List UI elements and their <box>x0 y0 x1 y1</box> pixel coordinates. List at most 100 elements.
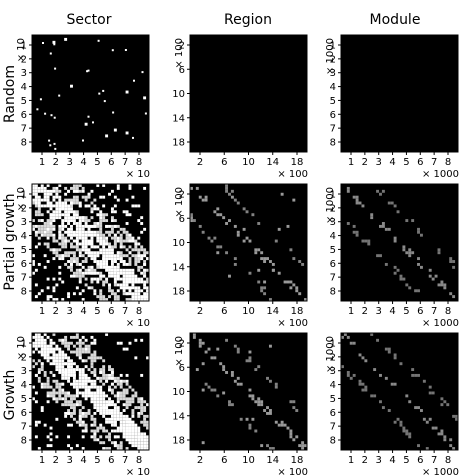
heatmap-diagonal-cell <box>43 382 47 386</box>
heatmap-frame <box>340 34 459 153</box>
heatmap-diagonal-cell <box>137 426 141 430</box>
x-axis-multiplier: × 100 <box>277 467 308 475</box>
heatmap-diagonal-cell <box>137 429 141 433</box>
heatmap-diagonal-cell <box>46 233 50 237</box>
heatmap-diagonal-cell <box>49 233 53 237</box>
heatmap-diagonal-cell <box>110 257 114 261</box>
heatmap-diagonal-cell <box>143 447 147 450</box>
heatmap-cell <box>119 373 123 377</box>
heatmap-cell <box>78 338 82 342</box>
y-tick-label: 10 <box>172 387 185 398</box>
heatmap-diagonal-cell <box>55 207 59 211</box>
heatmap-diagonal-cell <box>75 227 79 231</box>
heatmap-diagonal-cell <box>37 359 41 363</box>
heatmap-diagonal-cell <box>75 213 79 217</box>
heatmap-point <box>103 100 106 103</box>
heatmap-diagonal-cell <box>125 280 129 284</box>
heatmap-diagonal-cell <box>90 286 94 290</box>
heatmap-diagonal-cell <box>81 385 85 389</box>
heatmap-diagonal-cell <box>64 341 68 345</box>
heatmap-cells <box>190 184 307 301</box>
heatmap-diagonal-cell <box>90 201 94 205</box>
heatmap-diagonal-cell <box>125 230 129 234</box>
heatmap-diagonal-cell <box>75 260 79 263</box>
heatmap-diagonal-cell <box>72 379 76 383</box>
heatmap-diagonal-cell <box>422 379 426 383</box>
heatmap-diagonal-cell <box>72 222 76 225</box>
heatmap-diagonal-cell <box>81 394 85 398</box>
heatmap-diagonal-cell <box>113 242 117 246</box>
heatmap-diagonal-cell <box>367 242 371 246</box>
heatmap-diagonal-cell <box>128 441 132 445</box>
y-tick-label: 1 <box>330 41 336 52</box>
heatmap-cell <box>304 298 307 301</box>
heatmap-diagonal-cell <box>119 391 123 395</box>
heatmap-diagonal-cell <box>75 198 79 202</box>
heatmap-diagonal-cell <box>113 417 117 421</box>
heatmap-diagonal-cell <box>43 204 47 208</box>
heatmap-diagonal-cell <box>61 242 65 246</box>
heatmap-cell <box>72 274 76 278</box>
heatmap-diagonal-cell <box>143 248 147 252</box>
heatmap-diagonal-cell <box>70 403 73 407</box>
heatmap-diagonal-cell <box>84 376 88 380</box>
heatmap-diagonal-cell <box>393 236 397 240</box>
heatmap-diagonal-cell <box>67 403 71 407</box>
heatmap-cell <box>93 411 97 415</box>
y-tick-label: 7 <box>21 124 27 135</box>
heatmap-point <box>50 114 53 117</box>
heatmap-cell <box>55 356 59 360</box>
heatmap-diagonal-cell <box>58 201 62 205</box>
heatmap-diagonal-cell <box>90 207 94 211</box>
y-tick-label: 2 <box>21 54 27 65</box>
heatmap-diagonal-cell <box>110 245 114 249</box>
heatmap-cell <box>190 219 193 223</box>
heatmap-diagonal-cell <box>46 198 50 202</box>
heatmap-diagonal-cell <box>134 394 138 398</box>
heatmap-diagonal-cell <box>140 406 144 410</box>
heatmap-diagonal-cell <box>75 420 79 424</box>
heatmap-diagonal-cell <box>52 397 56 401</box>
heatmap-diagonal-cell <box>64 198 68 202</box>
heatmap-diagonal-cell <box>37 189 41 193</box>
heatmap-diagonal-cell <box>46 201 50 205</box>
heatmap-diagonal-cell <box>248 426 252 430</box>
heatmap-diagonal-cell <box>113 441 117 445</box>
heatmap-diagonal-cell <box>367 239 371 243</box>
heatmap-cell <box>93 207 97 211</box>
heatmap-diagonal-cell <box>52 356 56 360</box>
heatmap-diagonal-cell <box>125 292 129 296</box>
heatmap-diagonal-cell <box>387 350 391 354</box>
y-tick-label: 4 <box>330 231 336 242</box>
heatmap-diagonal-cell <box>61 373 65 377</box>
heatmap-cell <box>55 417 59 421</box>
heatmap-diagonal-cell <box>122 289 126 293</box>
heatmap-cell <box>105 236 109 240</box>
heatmap-diagonal-cell <box>379 373 382 377</box>
heatmap-diagonal-cell <box>75 239 79 243</box>
heatmap-diagonal-cell <box>43 356 47 360</box>
heatmap-diagonal-cell <box>34 335 38 339</box>
heatmap-cell <box>93 341 97 345</box>
heatmap-diagonal-cell <box>405 219 409 223</box>
heatmap-diagonal-cell <box>113 435 117 439</box>
heatmap-diagonal-cell <box>440 280 444 284</box>
heatmap-diagonal-cell <box>61 341 65 345</box>
heatmap-diagonal-cell <box>58 368 62 372</box>
heatmap-diagonal-cell <box>67 344 71 348</box>
heatmap-diagonal-cell <box>72 362 76 366</box>
heatmap-diagonal-cell <box>75 368 79 372</box>
heatmap-diagonal-cell <box>37 236 41 240</box>
heatmap-diagonal-cell <box>417 289 420 293</box>
heatmap-diagonal-cell <box>46 184 50 187</box>
heatmap-diagonal-cell <box>393 204 397 208</box>
heatmap-cell <box>143 186 147 190</box>
heatmap-point <box>54 147 57 150</box>
heatmap-cell <box>46 435 50 439</box>
heatmap-diagonal-cell <box>219 362 223 366</box>
heatmap-diagonal-cell <box>116 230 120 234</box>
heatmap-diagonal-cell <box>131 444 135 448</box>
heatmap-diagonal-cell <box>37 338 41 342</box>
heatmap-diagonal-cell <box>90 216 94 220</box>
